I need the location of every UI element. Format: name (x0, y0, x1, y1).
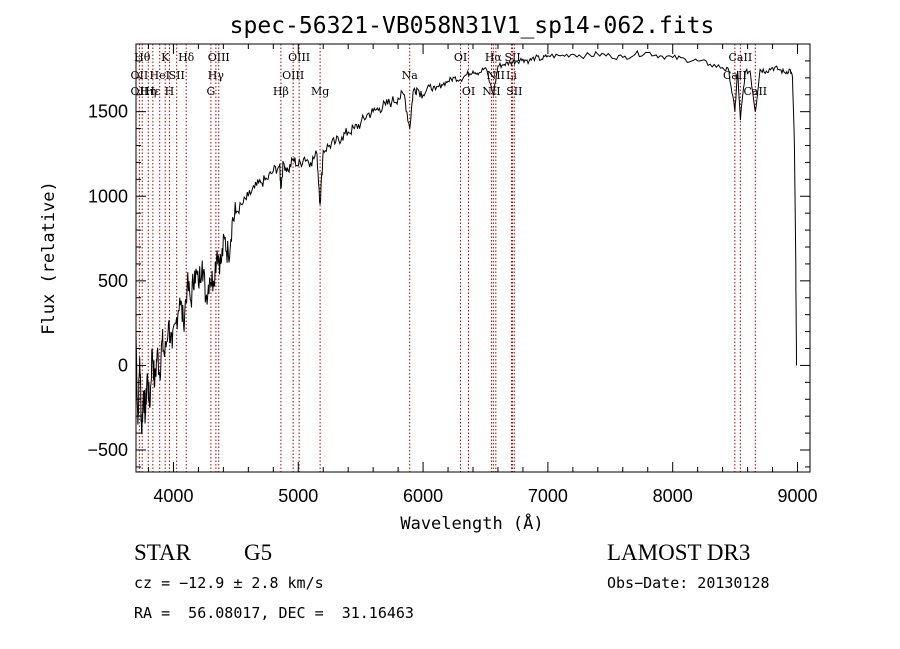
survey-name: LAMOST DR3 (607, 540, 751, 565)
marker-label-16-0: Na (402, 69, 419, 82)
x-tick-label-9000: 9000 (777, 486, 817, 506)
marker-label-19-0: NII (482, 85, 500, 98)
marker-label-17-0: OI (454, 51, 467, 64)
marker-label-5-0: K (161, 51, 170, 64)
y-tick-label-0: 0 (118, 355, 128, 375)
marker-label-8-0: Hδ (178, 51, 195, 64)
marker-label-27-0: CaII (743, 85, 767, 98)
series-layer (135, 49, 797, 435)
object-class: STAR (134, 540, 191, 565)
marker-label-20-0: Hα (485, 51, 503, 64)
object-subclass: G5 (244, 540, 273, 565)
marker-label-18-0: OI (462, 85, 475, 98)
y-tick-label-500: 500 (98, 271, 128, 291)
marker-label-26-0: CaII (729, 51, 753, 64)
marker-label-6-0: H (165, 85, 175, 98)
marker-label-24-0: SII (506, 85, 522, 98)
marker-label-9-0: G (206, 85, 215, 98)
x-tick-label-8000: 8000 (653, 486, 693, 506)
marker-label-25-0: CaII (723, 69, 747, 82)
y-tick-label--500: −500 (87, 440, 128, 460)
marker-label-2-0: Hη (140, 85, 156, 98)
marker-label-0-1: OII (131, 85, 149, 98)
observation-date: Obs−Date: 20130128 (607, 574, 770, 592)
x-tick-label-7000: 7000 (528, 486, 568, 506)
marker-label-12-0: Hβ (273, 85, 289, 98)
y-tick-label-1000: 1000 (88, 186, 128, 206)
x-tick-label-5000: 5000 (278, 486, 318, 506)
marker-label-22-0: Li (506, 69, 517, 82)
series-line-0 (135, 49, 797, 435)
plot-frame (135, 43, 811, 473)
line-markers: OIIOIIHθHηHεHeIKHSIIHδGHγOIIIHβOIIIOIIIM… (131, 44, 767, 472)
x-axis-label: Wavelength (Å) (400, 512, 543, 534)
marker-label-14-0: OIII (288, 51, 310, 64)
marker-label-15-0: Mg (311, 85, 329, 98)
y-axis-label: Flux (relative) (39, 181, 59, 335)
y-axis: −500 0 500 1000 1500 (87, 43, 810, 468)
marker-label-0-0: OII (131, 69, 149, 82)
x-tick-label-6000: 6000 (403, 486, 443, 506)
marker-label-7-0: SII (169, 69, 185, 82)
x-tick-label-4000: 4000 (153, 486, 193, 506)
chart-title: spec-56321-VB058N31V1_sp14-062.fits (230, 13, 715, 39)
marker-label-10-0: Hγ (208, 69, 225, 82)
x-axis: 4000 5000 6000 7000 8000 9000 (147, 44, 818, 506)
sky-coordinates: RA = 56.08017, DEC = 31.16463 (134, 604, 414, 622)
marker-label-13-0: OIII (282, 69, 304, 82)
redshift-velocity: cz = −12.9 ± 2.8 km/s (134, 574, 324, 592)
marker-label-4-0: HeI (149, 69, 169, 82)
marker-label-3-0: Hε (145, 85, 161, 98)
marker-label-11-0: OIII (208, 51, 230, 64)
y-tick-label-1500: 1500 (88, 102, 128, 122)
